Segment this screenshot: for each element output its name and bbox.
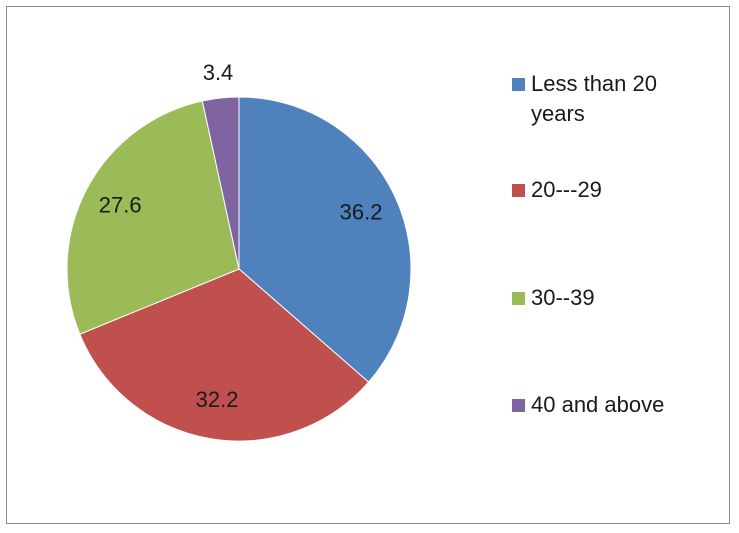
legend-label: 40 and above	[531, 392, 665, 417]
legend-item-30-39: 30--39	[512, 283, 701, 313]
data-label-20-29: 32.2	[196, 387, 239, 412]
legend-item-less-than-20: Less than 20 years	[512, 69, 701, 129]
legend-label: 30--39	[531, 285, 595, 310]
legend-swatch	[512, 292, 525, 305]
pie-slice-20-29	[79, 268, 370, 442]
legend-swatch	[512, 399, 525, 412]
legend-item-20-29: 20---29	[512, 175, 701, 205]
chart-frame: 36.2 32.2 27.6 3.4 Less than 20 years 20---…	[6, 6, 730, 524]
legend-label: 20---29	[531, 177, 602, 202]
pie-slice-less-than-20	[238, 96, 412, 383]
legend-label: Less than 20 years	[531, 71, 657, 126]
pie-chart: 36.2 32.2 27.6 3.4	[66, 60, 412, 442]
pie-slice-30-39	[66, 100, 240, 335]
legend-swatch	[512, 184, 525, 197]
legend-item-40-and-above: 40 and above	[512, 390, 701, 420]
data-label-30-39: 27.6	[99, 192, 142, 217]
legend-swatch	[512, 78, 525, 91]
data-label-40-and-above: 3.4	[203, 60, 234, 85]
pie-slice-40-and-above	[201, 96, 240, 270]
data-label-less-than-20: 36.2	[340, 199, 383, 224]
